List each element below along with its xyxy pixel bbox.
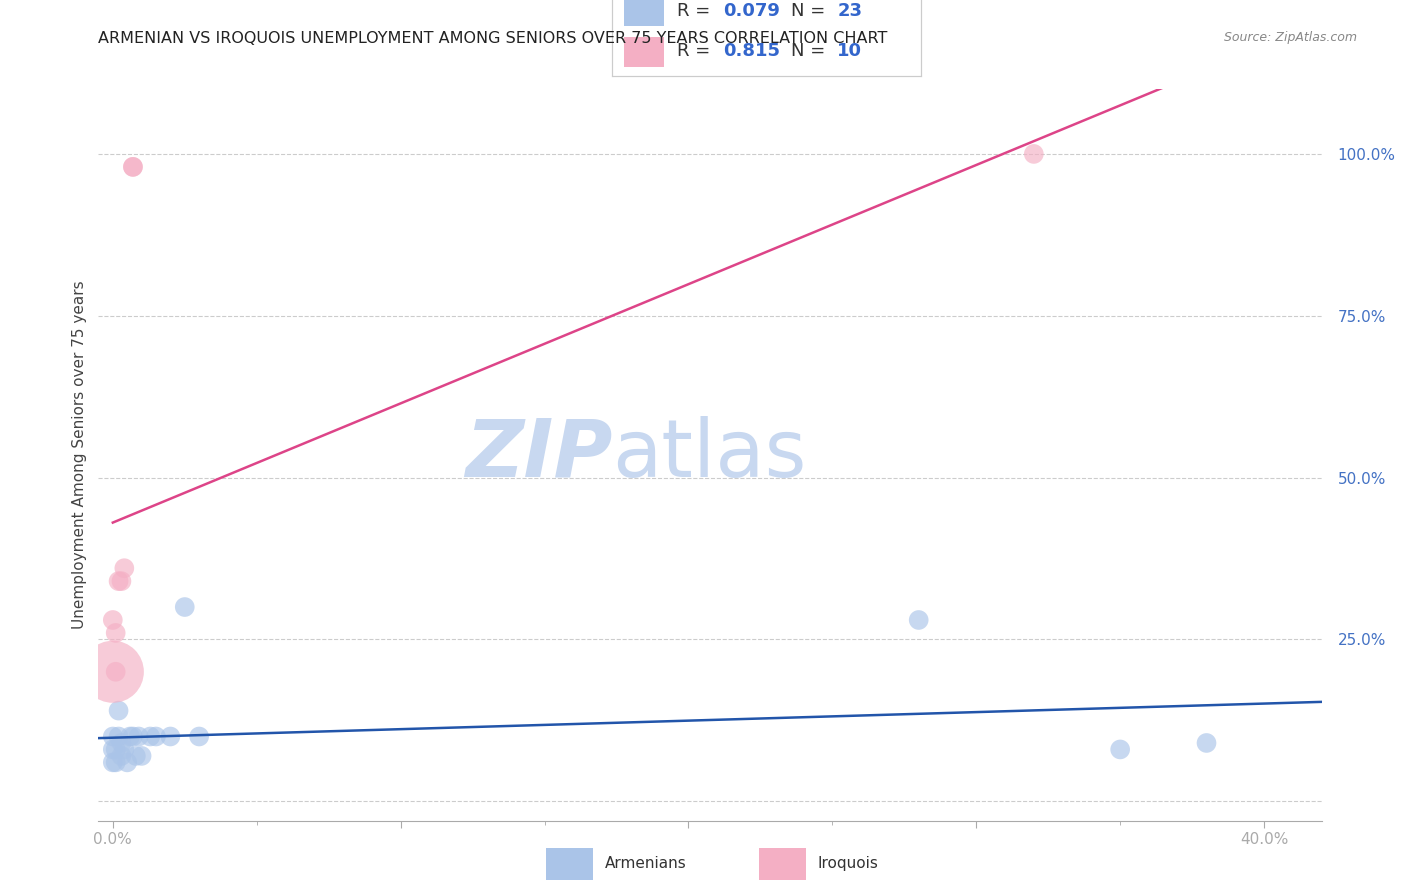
Point xyxy=(104,626,127,640)
Point xyxy=(107,574,129,589)
Text: R =: R = xyxy=(676,2,716,21)
FancyBboxPatch shape xyxy=(624,0,664,26)
Point xyxy=(115,756,138,770)
FancyBboxPatch shape xyxy=(546,848,593,880)
Text: 0.815: 0.815 xyxy=(723,42,780,61)
Point xyxy=(188,730,211,744)
Point xyxy=(107,704,129,718)
Text: N =: N = xyxy=(792,2,831,21)
Point xyxy=(1109,742,1132,756)
Point xyxy=(110,736,132,750)
Point xyxy=(907,613,929,627)
Text: Source: ZipAtlas.com: Source: ZipAtlas.com xyxy=(1223,31,1357,45)
Point xyxy=(159,730,181,744)
Point xyxy=(1022,147,1045,161)
Text: 0.079: 0.079 xyxy=(723,2,780,21)
Y-axis label: Unemployment Among Seniors over 75 years: Unemployment Among Seniors over 75 years xyxy=(72,281,87,629)
Point xyxy=(104,742,127,756)
Text: ZIP: ZIP xyxy=(465,416,612,494)
Point xyxy=(128,730,150,744)
Point xyxy=(101,756,124,770)
FancyBboxPatch shape xyxy=(624,37,664,67)
Text: R =: R = xyxy=(676,42,716,61)
Point xyxy=(131,748,153,763)
Point xyxy=(101,613,124,627)
Point xyxy=(101,742,124,756)
Point xyxy=(110,748,132,763)
Text: Armenians: Armenians xyxy=(605,855,688,871)
Point xyxy=(1195,736,1218,750)
Point xyxy=(122,160,145,174)
Point xyxy=(112,742,135,756)
Text: 23: 23 xyxy=(838,2,862,21)
Point xyxy=(110,574,132,589)
Text: Iroquois: Iroquois xyxy=(818,855,879,871)
Point xyxy=(122,730,145,744)
Point xyxy=(107,730,129,744)
Point xyxy=(145,730,167,744)
Point xyxy=(125,748,148,763)
Text: ARMENIAN VS IROQUOIS UNEMPLOYMENT AMONG SENIORS OVER 75 YEARS CORRELATION CHART: ARMENIAN VS IROQUOIS UNEMPLOYMENT AMONG … xyxy=(98,31,887,46)
Point xyxy=(139,730,162,744)
FancyBboxPatch shape xyxy=(759,848,806,880)
Point xyxy=(112,561,135,575)
Point xyxy=(173,600,195,615)
Point xyxy=(122,160,145,174)
Text: atlas: atlas xyxy=(612,416,807,494)
Point xyxy=(101,730,124,744)
Point xyxy=(104,756,127,770)
Point xyxy=(120,730,142,744)
Point xyxy=(104,665,127,679)
Text: N =: N = xyxy=(792,42,831,61)
Point xyxy=(101,665,124,679)
Text: 10: 10 xyxy=(838,42,862,61)
